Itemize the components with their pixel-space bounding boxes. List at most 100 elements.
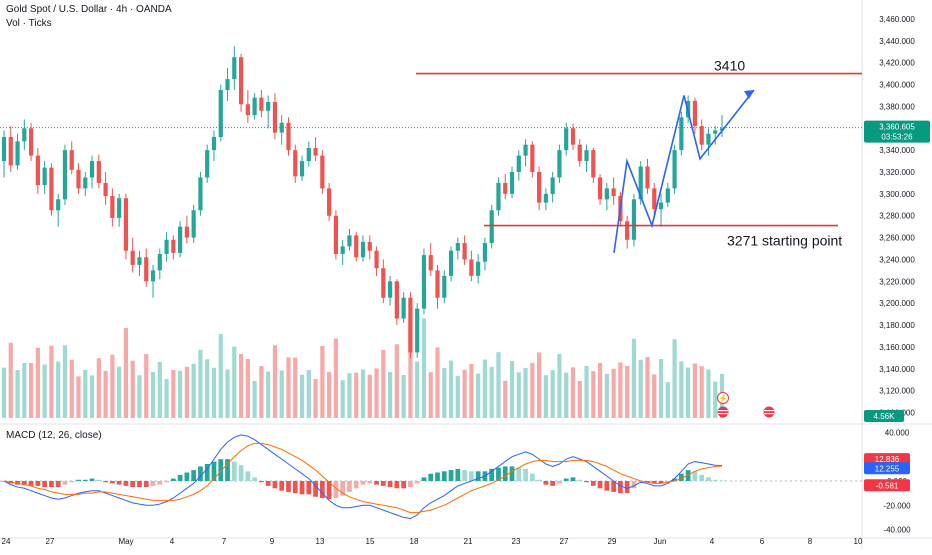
volume-bar <box>530 362 535 418</box>
time-tick-label: 9 <box>270 537 275 546</box>
macd-histogram-bar <box>523 468 528 481</box>
candle-body <box>496 182 501 211</box>
candle-body <box>597 177 603 200</box>
volume-bar <box>144 354 149 418</box>
symbol-title[interactable]: Gold Spot / U.S. Dollar · 4h · OANDA <box>6 4 172 15</box>
candle-body <box>374 250 379 269</box>
price-tick-label: 3,280.000 <box>879 212 915 221</box>
lightning-icon-glyph: ⚡ <box>718 393 728 403</box>
volume-bar <box>543 375 548 418</box>
volume-bar <box>686 367 691 418</box>
macd-histogram-bar <box>380 481 386 486</box>
macd-histogram-bar <box>21 481 27 485</box>
macd-histogram-bar <box>103 481 108 483</box>
macd-histogram-bar <box>130 481 136 488</box>
price-tick-label: 3,220.000 <box>879 277 915 286</box>
macd-histogram-bar <box>252 477 257 481</box>
candle-body <box>205 150 210 178</box>
macd-line <box>3 434 723 520</box>
macd-histogram-bar <box>326 481 332 500</box>
time-tick-label: 15 <box>366 537 375 546</box>
volume-bar <box>367 374 372 418</box>
candle-body <box>509 172 515 194</box>
volume-bar <box>360 369 366 418</box>
candle-body <box>611 188 616 197</box>
volume-bar <box>232 346 237 418</box>
volume-bar <box>618 362 623 418</box>
macd-histogram-bar <box>550 481 556 486</box>
candle-body <box>421 255 427 309</box>
candle-body <box>35 155 40 186</box>
macd-value-tag <box>864 453 910 466</box>
macd-histogram-bar <box>306 481 312 495</box>
macd-histogram-bar <box>333 481 339 498</box>
volume-bar <box>211 367 217 418</box>
macd-histogram-bar <box>401 481 407 489</box>
macd-histogram-bar <box>28 481 34 486</box>
volume-bar <box>442 367 447 418</box>
time-tick-label: 21 <box>464 537 473 546</box>
macd-histogram-bar <box>590 481 596 486</box>
histogram-value: -0.581 <box>876 481 899 490</box>
volume-bar <box>631 338 637 418</box>
macd-histogram-bar <box>645 481 650 483</box>
candle-body <box>476 261 481 276</box>
volume-bar <box>408 318 413 418</box>
time-tick-label: 8 <box>808 537 813 546</box>
candle-body <box>489 210 494 244</box>
candle-body <box>415 308 420 353</box>
candle-body <box>625 221 630 240</box>
candle-body <box>286 122 291 151</box>
candle-body <box>631 199 637 240</box>
macd-histogram-bar <box>164 481 169 483</box>
macd-histogram-bar <box>455 468 461 481</box>
macd-histogram-bar <box>624 481 630 494</box>
lightning-icon[interactable] <box>717 392 729 404</box>
candle-body <box>672 150 677 189</box>
volume-bar <box>401 375 406 418</box>
volume-legend[interactable]: Vol · Ticks <box>6 18 52 29</box>
price-axis[interactable]: 3,460.000 3,440.000 3,420.000 3,400.000 3,38… <box>879 15 915 418</box>
candle-body <box>584 150 589 162</box>
volume-bar <box>252 380 257 418</box>
volume-bar <box>83 369 88 418</box>
projection-path[interactable] <box>613 89 755 254</box>
price-tick-label: 3,420.000 <box>879 59 915 68</box>
price-tick-label: 3,400.000 <box>879 81 915 90</box>
volume-bar <box>448 360 454 418</box>
macd-histogram-bar <box>536 479 542 481</box>
volume-value: 4.56K <box>874 412 896 421</box>
candle-body <box>340 246 345 254</box>
macd-histogram-bar <box>191 470 197 481</box>
signal-value: 12.255 <box>875 464 900 473</box>
volume-bar <box>205 359 210 418</box>
time-axis[interactable]: 24 27 May 4 7 9 13 15 18 21 23 27 29 Jun 4 6 8 10 <box>2 537 863 546</box>
macd-histogram-bar <box>706 477 711 481</box>
volume-bar <box>8 342 13 418</box>
volume-bar <box>469 363 474 418</box>
time-tick-label: 7 <box>222 537 227 546</box>
macd-histogram-bar <box>435 472 440 481</box>
volume-bar <box>658 359 664 418</box>
macd-histogram-bar <box>265 481 271 486</box>
candle-body <box>448 250 454 276</box>
macd-histogram-bar <box>170 478 176 481</box>
us-flag-icon[interactable] <box>763 406 775 418</box>
macd-histogram-bar <box>604 481 610 491</box>
candle-body <box>658 202 664 210</box>
macd-histogram-bar <box>347 481 352 492</box>
macd-legend[interactable]: MACD (12, 26, close) <box>6 430 102 441</box>
candle-body <box>103 182 108 197</box>
price-tick-label: 3,180.000 <box>879 321 915 330</box>
candle-body <box>665 188 670 203</box>
candle-body <box>367 241 372 251</box>
macd-histogram-bar <box>638 481 644 483</box>
annotations: 3410 3271 starting point <box>416 58 862 254</box>
macd-histogram-bar <box>475 471 481 481</box>
us-flag-icon[interactable] <box>717 406 729 418</box>
candle-body <box>178 226 183 253</box>
volume-bar <box>415 361 420 418</box>
candle-body <box>699 126 704 145</box>
